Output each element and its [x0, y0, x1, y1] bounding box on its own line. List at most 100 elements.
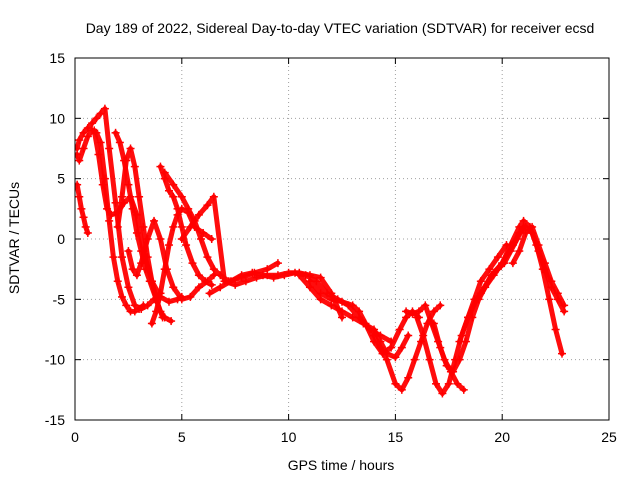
data-point	[436, 343, 445, 352]
data-point	[126, 144, 135, 153]
data-point	[449, 367, 458, 376]
data-point	[370, 331, 379, 340]
data-point	[421, 301, 430, 310]
data-point	[248, 268, 257, 277]
data-point	[124, 283, 133, 292]
data-point	[361, 319, 370, 328]
data-point	[226, 277, 235, 286]
y-tick-label: -10	[45, 352, 65, 368]
data-point	[205, 289, 214, 298]
data-point	[122, 301, 131, 310]
data-point	[391, 353, 400, 362]
data-point	[132, 228, 141, 237]
data-point	[476, 277, 485, 286]
data-series-arc-17	[414, 242, 509, 396]
data-point	[128, 265, 137, 274]
grid-lines	[75, 58, 609, 420]
x-tick-label: 5	[178, 429, 186, 445]
data-point	[203, 201, 212, 210]
data-point	[429, 307, 438, 316]
data-point	[147, 277, 156, 286]
data-point	[111, 128, 120, 137]
data-point	[269, 273, 278, 282]
data-point	[412, 313, 421, 322]
data-point	[438, 389, 447, 398]
x-tick-label: 10	[281, 429, 297, 445]
data-point	[156, 235, 165, 243]
data-point	[111, 198, 120, 207]
data-point	[164, 297, 173, 306]
data-point	[92, 114, 101, 123]
data-point	[83, 123, 92, 132]
data-point	[75, 180, 82, 189]
data-point	[305, 277, 314, 286]
data-point	[444, 379, 453, 388]
data-point	[209, 265, 218, 274]
data-point	[160, 265, 169, 274]
data-point	[186, 222, 195, 231]
data-point	[485, 265, 494, 274]
data-point	[77, 204, 86, 213]
data-point	[498, 259, 507, 268]
data-point	[81, 222, 90, 231]
chart-title: Day 189 of 2022, Sidereal Day-to-day VTE…	[86, 20, 595, 36]
data-point	[169, 222, 178, 231]
data-point	[167, 317, 176, 326]
data-point	[147, 319, 156, 328]
tick-labels: 0 5 10 15 20 25 -15 -10 -5 0 5 10 15	[45, 50, 617, 445]
data-point	[442, 361, 451, 370]
data-point	[397, 385, 406, 394]
data-point	[194, 210, 203, 219]
data-point	[519, 216, 528, 225]
data-point	[75, 136, 84, 145]
data-point	[348, 313, 357, 322]
data-point	[160, 168, 169, 177]
data-point	[135, 192, 144, 201]
x-tick-label: 25	[601, 429, 617, 445]
data-point	[408, 309, 417, 318]
data-point	[79, 144, 88, 153]
data-point	[436, 301, 445, 310]
data-point	[113, 222, 122, 231]
x-tick-label: 15	[388, 429, 404, 445]
data-point	[90, 126, 99, 135]
plot-area	[75, 104, 569, 398]
data-point	[177, 235, 186, 243]
y-tick-label: 0	[57, 231, 65, 247]
data-point	[545, 295, 554, 304]
data-point	[132, 271, 141, 280]
data-point	[280, 271, 289, 280]
data-point	[203, 253, 212, 262]
data-point	[487, 271, 496, 280]
data-point	[410, 355, 419, 364]
data-point	[455, 337, 464, 346]
x-axis-label: GPS time / hours	[288, 457, 395, 473]
data-point	[139, 222, 148, 231]
data-point	[391, 379, 400, 388]
data-point	[472, 295, 481, 304]
data-point	[521, 228, 530, 237]
data-point	[387, 343, 396, 352]
data-point	[231, 280, 240, 289]
data-point	[355, 307, 364, 316]
data-point	[88, 119, 97, 128]
data-point	[209, 192, 218, 201]
data-point	[75, 150, 82, 159]
data-point	[376, 343, 385, 352]
y-tick-label: -15	[45, 412, 65, 428]
data-point	[103, 204, 112, 213]
data-point	[194, 283, 203, 292]
data-point	[295, 271, 304, 280]
data-point	[455, 355, 464, 364]
data-point	[338, 297, 346, 306]
data-point	[169, 192, 178, 201]
data-point	[476, 289, 485, 298]
data-point	[152, 307, 161, 316]
data-point	[316, 273, 325, 282]
y-tick-label: 10	[49, 110, 65, 126]
data-point	[177, 222, 186, 231]
y-axis-label: SDTVAR / TECUs	[6, 182, 22, 294]
data-point	[508, 259, 517, 268]
data-point	[197, 235, 206, 243]
data-point	[258, 271, 267, 280]
